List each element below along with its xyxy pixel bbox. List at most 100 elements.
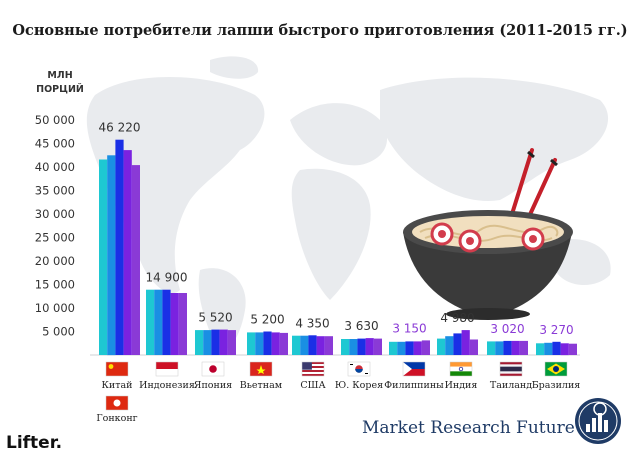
y-tick-label: 50 000: [35, 113, 75, 127]
bar: [211, 329, 220, 355]
flag-kr-icon: [347, 361, 371, 377]
data-label: 3 630: [344, 319, 378, 333]
flag-th-icon: [499, 361, 523, 377]
y-tick-label: 30 000: [35, 207, 75, 221]
bar: [324, 336, 333, 355]
bar: [203, 330, 212, 355]
y-tick-label: 25 000: [35, 231, 75, 245]
y-tick-label: 10 000: [35, 301, 75, 315]
y-tick-label: 20 000: [35, 254, 75, 268]
x-tick-label: США: [300, 380, 326, 391]
flag-br-icon: [544, 361, 568, 377]
bar: [170, 293, 179, 355]
bar: [349, 339, 358, 355]
bar: [511, 340, 520, 355]
bar: [195, 330, 204, 355]
flag-in-icon: [449, 361, 473, 377]
bar: [487, 341, 496, 355]
bar: [437, 338, 446, 355]
data-label: 3 020: [490, 322, 524, 336]
bar: [219, 329, 228, 355]
flag-id-icon: [155, 361, 179, 377]
x-tick-label: Ю. Корея: [335, 380, 383, 391]
data-label: 46 220: [99, 121, 141, 135]
x-tick-label: Гонконг: [96, 413, 137, 424]
bar: [308, 335, 317, 355]
flag-ph-icon: [402, 361, 426, 377]
bar: [99, 159, 108, 355]
bar: [365, 338, 374, 355]
flag-vn-icon: [249, 361, 273, 377]
x-tick-label: Япония: [194, 380, 232, 391]
bar: [146, 289, 155, 355]
bar: [405, 341, 414, 355]
x-tick-label: Вьетнам: [240, 380, 283, 391]
bar: [300, 335, 309, 355]
chart-title: Основные потребители лапши быстрого приг…: [12, 22, 628, 39]
data-label: 3 270: [539, 323, 573, 337]
bar: [519, 340, 528, 355]
x-tick-label: Таиланд: [490, 380, 532, 391]
world-map-background: [86, 56, 611, 351]
y-tick-label: 5 000: [42, 325, 75, 339]
bar: [421, 340, 430, 355]
bar: [453, 333, 462, 355]
y-axis-title: ПОРЦИЙ: [36, 83, 84, 95]
bar: [413, 341, 422, 355]
mrf-logo: [575, 398, 621, 444]
y-tick-label: 40 000: [35, 160, 75, 174]
bar: [397, 341, 406, 355]
y-tick-label: 15 000: [35, 278, 75, 292]
flag-us-icon: [301, 361, 325, 377]
data-label: 5 520: [198, 311, 232, 325]
data-label: 5 200: [250, 313, 284, 327]
bar: [503, 340, 512, 355]
flag-cn-icon: [105, 361, 129, 377]
bar: [568, 343, 577, 355]
noodle-bowl-illustration: [403, 148, 573, 320]
bar: [469, 339, 478, 355]
bar: [341, 339, 350, 355]
bar: [552, 341, 561, 355]
data-label: 4 980: [440, 311, 474, 325]
bar: [316, 336, 325, 355]
x-tick-label: Бразилия: [532, 380, 581, 391]
bar: [357, 338, 366, 355]
bar: [123, 150, 132, 355]
bar: [271, 332, 280, 355]
y-tick-label: 45 000: [35, 137, 75, 151]
bar: [389, 341, 398, 355]
y-axis-title: МЛН: [47, 70, 72, 81]
lifter-logo: Lifter.: [6, 433, 63, 453]
bar: [495, 341, 504, 355]
flag-hk-icon: [105, 395, 129, 411]
bar: [373, 338, 382, 355]
data-label: 3 150: [392, 321, 426, 335]
bar: [279, 332, 288, 355]
data-label: 14 900: [146, 271, 188, 285]
bar: [131, 165, 140, 355]
x-tick-label: Филиппины: [384, 380, 444, 391]
y-tick-label: 35 000: [35, 184, 75, 198]
data-label: 4 350: [295, 316, 329, 330]
bar: [247, 332, 256, 355]
brand-name: Market Research Future: [362, 418, 575, 438]
bar: [115, 139, 124, 355]
flag-jp-icon: [201, 361, 225, 377]
bar: [263, 331, 272, 355]
x-tick-label: Китай: [102, 380, 133, 391]
bar: [255, 332, 264, 355]
bar: [536, 343, 545, 356]
x-tick-label: Индонезия: [139, 380, 195, 391]
bar: [162, 289, 171, 355]
bar: [107, 155, 116, 356]
bar: [445, 336, 454, 355]
bar: [154, 289, 163, 355]
bar: [227, 330, 236, 355]
bar: [560, 343, 569, 356]
bar: [178, 293, 187, 355]
bar: [461, 330, 470, 355]
bar: [544, 342, 553, 355]
x-tick-label: Индия: [445, 380, 478, 391]
